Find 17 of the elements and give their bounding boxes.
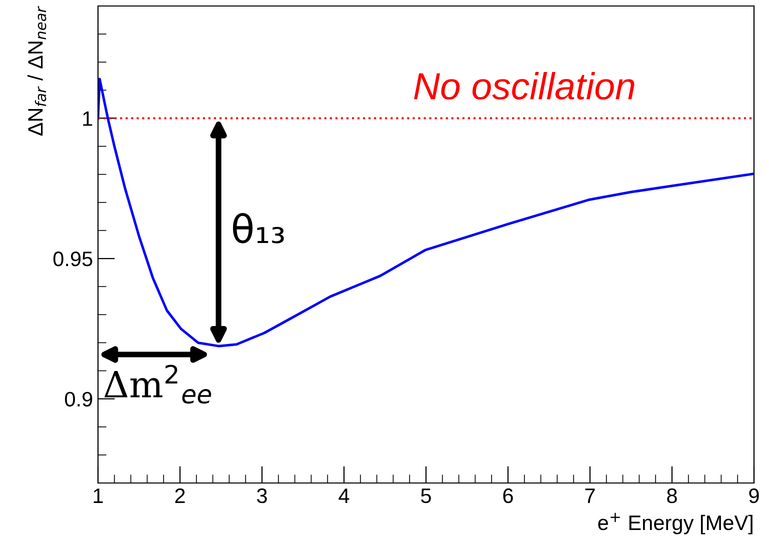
x-tick-label: 5 bbox=[421, 488, 431, 504]
ref-line-label: No oscillation bbox=[414, 72, 634, 100]
y-axis-title: ΔN$_{far}$ / ΔN$_{near}$ bbox=[28, 6, 46, 136]
y-tick-label: 1 bbox=[83, 111, 92, 126]
y-tick-label: 0.9 bbox=[64, 392, 92, 407]
x-tick-label: 6 bbox=[503, 488, 513, 504]
x-tick-label: 2 bbox=[175, 488, 185, 503]
x-tick-label: 1 bbox=[94, 488, 103, 503]
annotation: θ₁₃ bbox=[232, 213, 284, 244]
x-tick-label: 9 bbox=[749, 488, 759, 504]
x-axis-title: e$^{+}$ Energy [MeV] bbox=[598, 512, 752, 534]
x-tick-label: 7 bbox=[585, 488, 595, 503]
annotation: Δm$^{2}$$_{ee}$ bbox=[104, 364, 212, 404]
y-tick-label: 0.95 bbox=[53, 252, 92, 266]
x-tick-label: 4 bbox=[338, 488, 350, 503]
x-tick-label: 8 bbox=[667, 488, 677, 504]
x-tick-label: 3 bbox=[257, 488, 267, 504]
